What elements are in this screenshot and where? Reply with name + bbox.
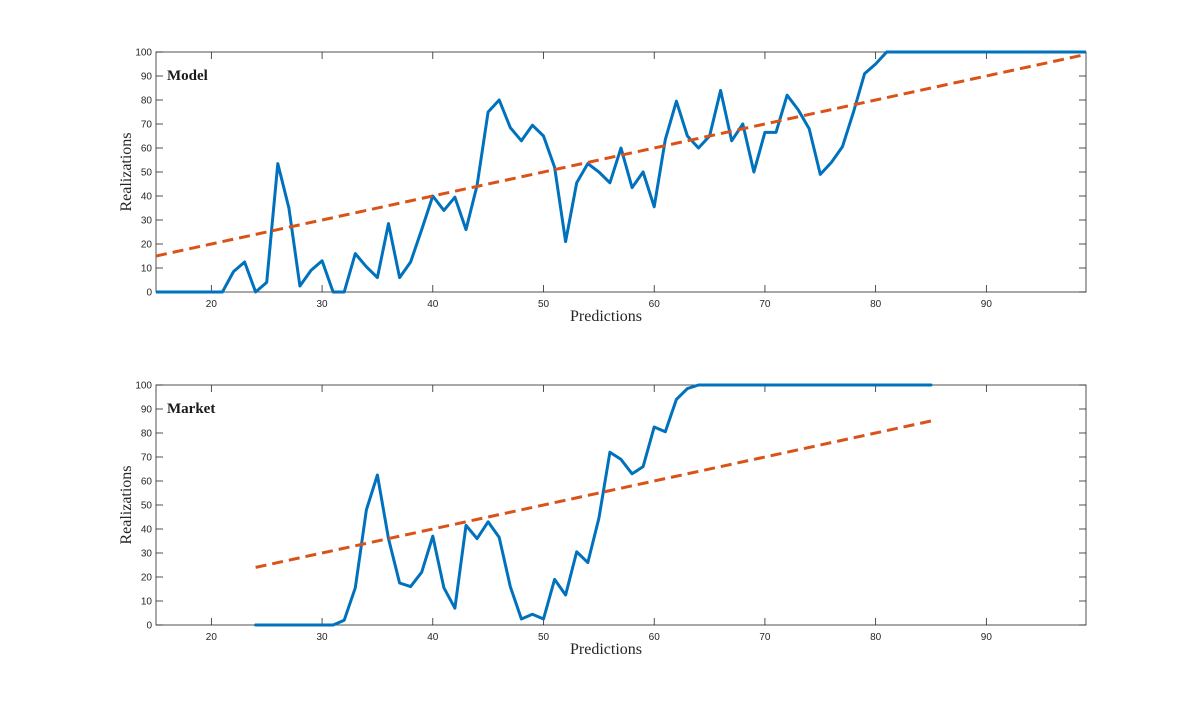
chart-panel-2: 20 30 40 50 60 70 80 90 0 10 20 30 40 50 60 70 80 90 100 Ma… <box>118 381 1087 658</box>
realization-line <box>254 383 933 627</box>
x-axis-label: Predictions <box>570 308 642 325</box>
axes-box <box>155 384 1087 626</box>
y-tick-label: 100 <box>135 48 152 59</box>
x-tick-label: 20 <box>206 299 218 310</box>
y-tick-label: 0 <box>146 621 152 632</box>
x-tick-label: 60 <box>649 299 661 310</box>
y-axis-label: Realizations <box>118 465 135 544</box>
realization-line <box>156 50 1086 294</box>
y-axis-label: Realizations <box>118 132 135 211</box>
x-tick-label: 40 <box>427 299 439 310</box>
x-tick-label: 80 <box>870 299 882 310</box>
x-tick-label: 20 <box>206 632 218 643</box>
x-tick-label: 70 <box>759 299 771 310</box>
x-tick-label: 90 <box>981 632 993 643</box>
panel-label: Market <box>167 401 215 417</box>
chart-panel-1: 20 30 40 50 60 70 80 90 0 10 20 30 40 50 60 70 80 90 100 Mo… <box>118 48 1087 325</box>
y-tick-label: 10 <box>141 597 153 608</box>
x-tick-label: 90 <box>981 299 993 310</box>
panel-label: Model <box>167 68 208 84</box>
y-tick-label: 80 <box>141 96 153 107</box>
y-tick-label: 10 <box>141 264 153 275</box>
y-tick-label: 70 <box>141 453 153 464</box>
y-tick-label: 20 <box>141 240 153 251</box>
y-tick-label: 40 <box>141 525 153 536</box>
y-tick-label: 90 <box>141 405 153 416</box>
y-tick-label: 80 <box>141 429 153 440</box>
x-tick-label: 60 <box>649 632 661 643</box>
y-tick-label: 50 <box>141 168 153 179</box>
x-tick-label: 50 <box>538 299 550 310</box>
y-tick-label: 20 <box>141 573 153 584</box>
x-axis-label: Predictions <box>570 641 642 658</box>
y-tick-label: 100 <box>135 381 152 392</box>
y-tick-label: 0 <box>146 288 152 299</box>
y-tick-label: 60 <box>141 144 153 155</box>
diagonal-reference-line <box>255 419 932 569</box>
y-tick-label: 40 <box>141 192 153 203</box>
x-tick-label: 50 <box>538 632 550 643</box>
y-tick-label: 70 <box>141 120 153 131</box>
x-tick-label: 30 <box>317 299 329 310</box>
y-tick-label: 90 <box>141 72 153 83</box>
x-tick-label: 30 <box>317 632 329 643</box>
y-tick-label: 30 <box>141 549 153 560</box>
x-tick-label: 70 <box>759 632 771 643</box>
x-tick-label: 40 <box>427 632 439 643</box>
y-tick-label: 50 <box>141 501 153 512</box>
x-tick-label: 80 <box>870 632 882 643</box>
diagonal-reference-line <box>156 52 1086 258</box>
y-tick-label: 30 <box>141 216 153 227</box>
y-tick-label: 60 <box>141 477 153 488</box>
